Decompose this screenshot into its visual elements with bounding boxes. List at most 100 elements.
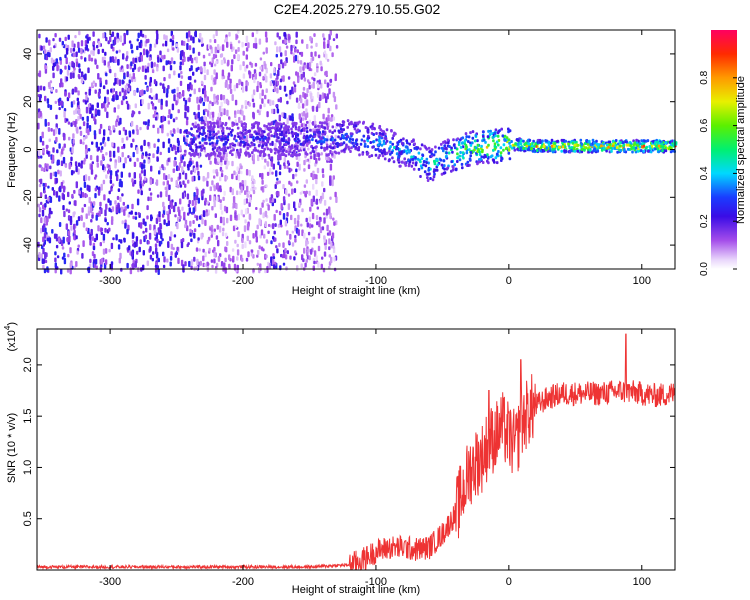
spectrogram-cell [156, 265, 159, 269]
spectrogram-cell [289, 115, 292, 121]
spectrogram-cell [292, 173, 295, 180]
spectrogram-cell [560, 138, 564, 142]
spectrogram-cell [292, 45, 295, 49]
spectrogram-cell [118, 257, 121, 264]
spectrogram-cell [644, 146, 648, 150]
spectrogram-cell [346, 125, 349, 129]
spectrogram-cell [138, 56, 141, 62]
spectrogram-cell [100, 231, 103, 235]
spectrogram-cell [281, 138, 284, 142]
spectrogram-cell [285, 45, 289, 49]
spectrogram-cell [413, 142, 416, 146]
spectrogram-cell [277, 69, 280, 77]
spectrogram-cell [174, 156, 177, 161]
spectrogram-cell [385, 151, 389, 155]
spectrogram-cell [297, 156, 301, 162]
spectrogram-cell [643, 139, 646, 143]
spectrogram-cell [308, 84, 311, 90]
spectrogram-cell [220, 112, 223, 117]
spectrogram-cell [282, 213, 286, 220]
spectrogram-cell [431, 178, 435, 182]
spectrogram-cell [323, 217, 326, 224]
spectrogram-cell [325, 122, 329, 126]
spectrogram-cell [194, 30, 197, 38]
spectrogram-cell [502, 148, 505, 152]
spectrogram-cell [563, 149, 566, 153]
spectrogram-cell [226, 138, 230, 142]
spectrogram-cell [136, 147, 139, 155]
spectrogram-cell [169, 65, 173, 71]
spectrogram-cell [224, 157, 227, 161]
spectrogram-cell [192, 71, 195, 76]
spectrogram-cell [261, 89, 264, 97]
spectrogram-cell [266, 171, 270, 176]
spectrogram-cell [200, 148, 203, 152]
spectrogram-cell [446, 166, 450, 170]
spectrogram-cell [188, 207, 191, 214]
spectrogram-cell [162, 115, 165, 122]
spectrogram-cell [83, 159, 86, 165]
spectrogram-cell [44, 259, 48, 264]
spectrogram-cell [336, 145, 339, 148]
spectrogram-cell [240, 170, 243, 175]
spectrogram-cell [76, 127, 79, 134]
spectrogram-cell [208, 142, 212, 146]
spectrogram-cell [78, 108, 81, 116]
spectrogram-cell [272, 235, 275, 240]
spectrogram-cell [63, 257, 67, 265]
spectrogram-cell [294, 238, 297, 243]
spectrogram-cell [290, 154, 293, 158]
spectrogram-cell [287, 152, 291, 156]
spectrogram-cell [79, 126, 82, 130]
snr-multiplier-base: (x10 [6, 330, 18, 351]
spectrogram-cell [167, 157, 170, 162]
spectrogram-cell [269, 73, 273, 79]
spectrogram-cell [60, 181, 64, 189]
spectrogram-cell [631, 150, 634, 154]
spectrogram-cell [467, 135, 471, 139]
spectrogram-cell [236, 243, 239, 248]
spectrogram-cell [157, 127, 160, 134]
spectrogram-cell [239, 136, 242, 140]
spectrogram-cell [321, 256, 324, 260]
spectrogram-cell [52, 129, 56, 136]
spectrogram-cell [252, 138, 256, 142]
spectrogram-cell [362, 120, 365, 124]
spectrogram-cell [235, 203, 238, 210]
spectrogram-cell [297, 102, 301, 109]
spectrogram-cell [391, 156, 394, 160]
spectrogram-cell [122, 163, 126, 169]
spectrogram-cell [269, 130, 272, 134]
spectrogram-cell [133, 90, 136, 96]
spectrogram-cell [77, 90, 80, 96]
spectrogram-cell [322, 267, 326, 273]
spectrogram-cell [313, 153, 316, 160]
spectrogram-cell [335, 45, 339, 49]
spectrogram-cell [417, 167, 421, 171]
spectrogram-cell [305, 108, 308, 114]
spectrogram-cell [132, 129, 135, 134]
spectrogram-cell [471, 141, 474, 145]
spectrogram-cell [260, 186, 263, 191]
spectrogram-cell [202, 188, 205, 194]
spectrogram-cell [220, 53, 224, 58]
spectrogram-cell [100, 160, 103, 166]
spectrogram-cell [138, 110, 141, 115]
spectrogram-cell [211, 206, 214, 211]
spectrogram-cell [153, 229, 157, 235]
spectrogram-cell [220, 129, 224, 133]
spectrogram-cell [85, 154, 88, 159]
spectrogram-cell [120, 267, 123, 272]
spectrogram-cell [174, 252, 177, 258]
spectrogram-cell [46, 216, 49, 223]
spectrogram-cell [132, 243, 135, 247]
spectrogram-cell [357, 146, 361, 149]
spectrogram-cell [405, 149, 408, 153]
spectrogram-cell [182, 180, 185, 185]
spectrogram-cell [377, 156, 380, 160]
spectrogram-cell [231, 248, 235, 252]
spectrogram-cell [300, 145, 304, 150]
spectrogram-y-tick-label: -20 [22, 189, 34, 205]
spectrogram-cell [176, 246, 179, 251]
spectrogram-cell [329, 138, 333, 142]
